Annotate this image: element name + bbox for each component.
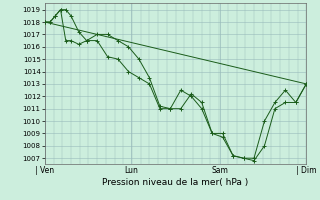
X-axis label: Pression niveau de la mer( hPa ): Pression niveau de la mer( hPa ): [102, 178, 249, 187]
